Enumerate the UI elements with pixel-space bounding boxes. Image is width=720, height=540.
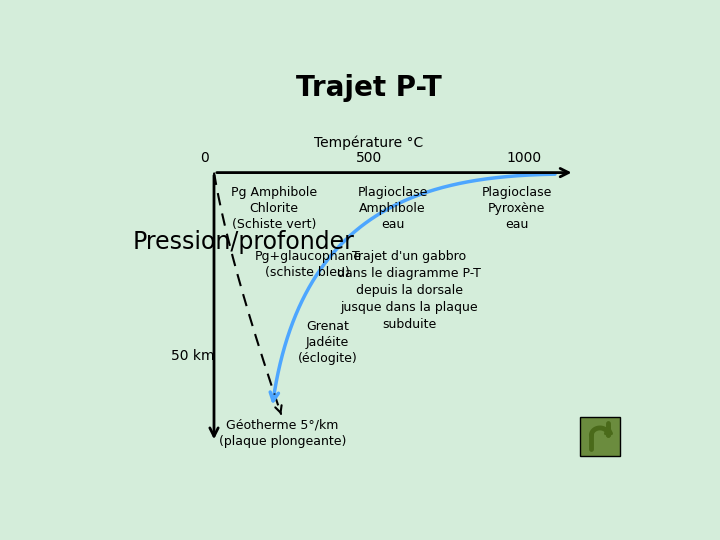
Text: Grenat
Jadéite
(éclogite): Grenat Jadéite (éclogite) <box>297 320 357 366</box>
Text: 500: 500 <box>356 151 382 165</box>
Text: 1000: 1000 <box>506 151 541 165</box>
Text: Trajet d'un gabbro
dans le diagramme P-T
depuis la dorsale
jusque dans la plaque: Trajet d'un gabbro dans le diagramme P-T… <box>338 249 481 330</box>
Text: 0: 0 <box>200 151 209 165</box>
Text: Pg Amphibole
Chlorite
(Schiste vert): Pg Amphibole Chlorite (Schiste vert) <box>231 186 318 232</box>
Text: Plagioclase
Pyroxène
eau: Plagioclase Pyroxène eau <box>482 186 552 232</box>
Text: Trajet P-T: Trajet P-T <box>296 74 442 102</box>
Bar <box>580 417 620 456</box>
Text: 50 km: 50 km <box>171 349 214 363</box>
Text: Pression/profonder: Pression/profonder <box>132 230 354 254</box>
Text: Pg+glaucophane
(schiste bleu): Pg+glaucophane (schiste bleu) <box>254 249 361 279</box>
Text: Température °C: Température °C <box>315 135 423 150</box>
Text: Plagioclase
Amphibole
eau: Plagioclase Amphibole eau <box>357 186 428 232</box>
Text: Géotherme 5°/km
(plaque plongeante): Géotherme 5°/km (plaque plongeante) <box>218 419 346 448</box>
